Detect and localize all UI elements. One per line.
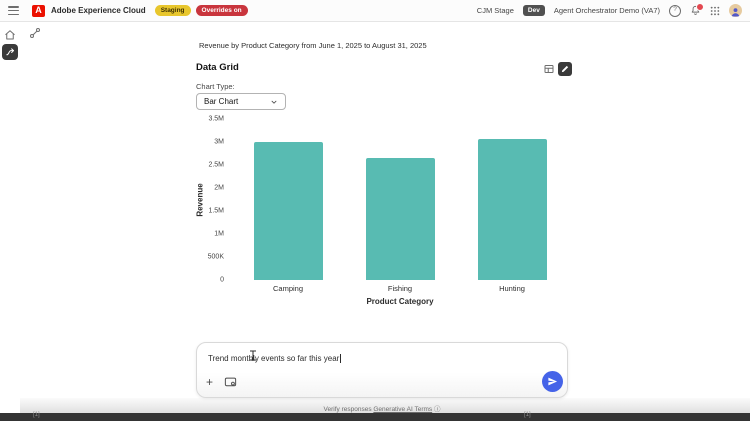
info-icon: ⓘ bbox=[433, 406, 441, 413]
x-tick-label: Fishing bbox=[387, 284, 413, 293]
sidebar-item-agent-active[interactable] bbox=[2, 44, 18, 60]
y-tick-label: 0 bbox=[220, 276, 224, 284]
chart-summary-text: Revenue by Product Category from June 1,… bbox=[199, 41, 427, 50]
verify-responses-text: Verify responses bbox=[323, 406, 374, 413]
artifact-mark-left: [1] bbox=[33, 412, 40, 418]
home-icon bbox=[5, 30, 15, 40]
bar-chart-plot bbox=[232, 119, 568, 280]
y-tick-label: 3M bbox=[214, 138, 224, 146]
send-button[interactable] bbox=[542, 371, 563, 392]
bar-camping[interactable] bbox=[253, 142, 323, 280]
notification-badge bbox=[696, 3, 704, 11]
composer-actions: + bbox=[206, 376, 237, 388]
env-badge[interactable]: Dev bbox=[522, 5, 545, 16]
bottom-letterbox-strip bbox=[0, 413, 750, 421]
user-avatar[interactable] bbox=[729, 4, 742, 17]
footer-note: Verify responses Generative AI Terms ⓘ bbox=[196, 403, 568, 413]
flow-arrow-icon bbox=[5, 47, 14, 55]
left-rail bbox=[0, 22, 20, 413]
staging-badge[interactable]: Staging bbox=[154, 5, 191, 16]
help-icon: ? bbox=[669, 4, 681, 17]
send-icon bbox=[548, 377, 558, 386]
sandbox-switcher[interactable]: Agent Orchestrator Demo (VA7) bbox=[553, 6, 660, 15]
artifact-mark-right: [1] bbox=[524, 412, 531, 418]
apps-grid-icon bbox=[710, 6, 720, 15]
help-button[interactable]: ? bbox=[669, 4, 681, 17]
x-tick-label: Hunting bbox=[499, 284, 525, 293]
mouse-text-cursor bbox=[249, 348, 257, 366]
edit-chart-button[interactable] bbox=[558, 62, 572, 76]
sidebar-item-home[interactable] bbox=[4, 28, 16, 46]
chevron-down-icon bbox=[271, 100, 277, 104]
bar-hunting[interactable] bbox=[477, 138, 547, 280]
table-view-button[interactable] bbox=[542, 63, 555, 76]
header-right-group: CJM Stage Dev Agent Orchestrator Demo (V… bbox=[476, 3, 742, 17]
product-title: Adobe Experience Cloud bbox=[51, 6, 146, 15]
chat-input[interactable]: Trend monthly events so far this year bbox=[208, 354, 342, 363]
notifications-button[interactable] bbox=[690, 3, 704, 16]
footer-band bbox=[0, 398, 750, 413]
chart-type-label: Chart Type: bbox=[196, 82, 235, 91]
bar-column bbox=[253, 119, 323, 280]
chart-type-select[interactable]: Bar Chart bbox=[196, 93, 286, 110]
person-icon bbox=[731, 8, 740, 17]
chat-composer: Trend monthly events so far this year + bbox=[196, 342, 568, 398]
bar-column bbox=[365, 119, 435, 280]
attach-button[interactable]: + bbox=[206, 376, 213, 388]
chart-type-value: Bar Chart bbox=[204, 97, 239, 106]
plus-icon: + bbox=[206, 375, 214, 389]
share-nodes-icon bbox=[30, 28, 40, 38]
bar-fishing[interactable] bbox=[365, 158, 435, 280]
page-title: Data Grid bbox=[196, 62, 239, 73]
adobe-logo-icon: A bbox=[32, 4, 45, 17]
text-caret bbox=[340, 354, 342, 363]
workflow-button[interactable] bbox=[29, 26, 41, 44]
x-axis-title: Product Category bbox=[366, 297, 434, 306]
overrides-badge[interactable]: Overrides on bbox=[195, 5, 248, 16]
y-tick-label: 500K bbox=[207, 253, 224, 261]
y-tick-label: 1M bbox=[214, 230, 224, 238]
generative-ai-terms-link[interactable]: Generative AI Terms bbox=[373, 406, 433, 413]
y-axis-ticks: 0 500K 1M 1.5M 2M 2.5M 3M 3.5M bbox=[186, 115, 224, 284]
x-tick-label: Camping bbox=[272, 284, 303, 293]
bar-column bbox=[477, 119, 547, 280]
screen-share-button[interactable] bbox=[224, 377, 237, 388]
chat-input-value: Trend monthly events so far this year bbox=[208, 354, 340, 363]
y-tick-label: 1.5M bbox=[208, 207, 224, 215]
y-tick-label: 3.5M bbox=[208, 115, 224, 123]
y-tick-label: 2M bbox=[214, 184, 224, 192]
hamburger-menu-icon[interactable] bbox=[8, 6, 19, 15]
pencil-icon bbox=[561, 65, 569, 73]
table-icon bbox=[544, 65, 553, 73]
y-tick-label: 2.5M bbox=[208, 161, 224, 169]
top-header: A Adobe Experience Cloud Staging Overrid… bbox=[0, 0, 750, 22]
x-axis-ticks: Camping Fishing Hunting bbox=[232, 284, 568, 293]
app-switcher-button[interactable] bbox=[710, 6, 720, 16]
view-toggle bbox=[542, 62, 572, 76]
org-switcher[interactable]: CJM Stage bbox=[476, 6, 514, 15]
screen-share-icon bbox=[224, 377, 237, 386]
